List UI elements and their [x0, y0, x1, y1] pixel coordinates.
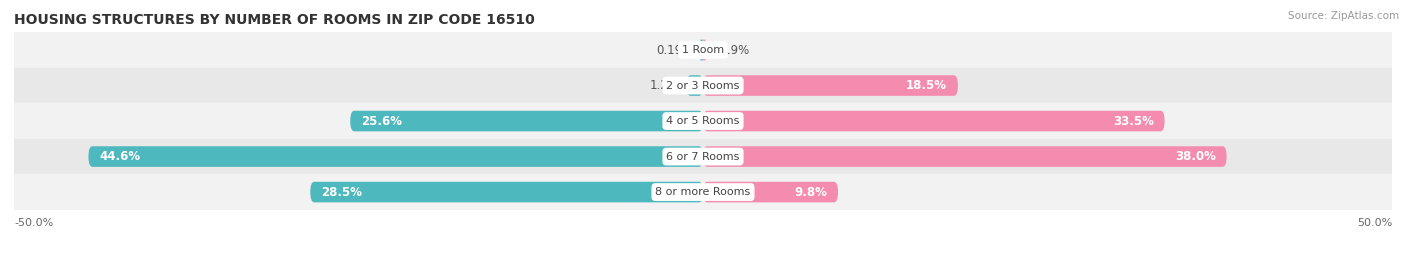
Bar — [14, 103, 1392, 139]
FancyBboxPatch shape — [703, 146, 1226, 167]
FancyBboxPatch shape — [703, 75, 957, 96]
FancyBboxPatch shape — [702, 40, 707, 60]
FancyBboxPatch shape — [311, 182, 703, 202]
Bar — [14, 139, 1392, 174]
Text: 8 or more Rooms: 8 or more Rooms — [655, 187, 751, 197]
Bar — [14, 68, 1392, 103]
Text: 4 or 5 Rooms: 4 or 5 Rooms — [666, 116, 740, 126]
FancyBboxPatch shape — [699, 40, 704, 60]
Text: Source: ZipAtlas.com: Source: ZipAtlas.com — [1288, 11, 1399, 21]
Text: 0.19%: 0.19% — [657, 44, 693, 56]
Bar — [14, 32, 1392, 68]
FancyBboxPatch shape — [686, 75, 703, 96]
Text: 6 or 7 Rooms: 6 or 7 Rooms — [666, 151, 740, 162]
Bar — [14, 174, 1392, 210]
FancyBboxPatch shape — [89, 146, 703, 167]
Text: 50.0%: 50.0% — [1357, 218, 1392, 228]
Text: 0.19%: 0.19% — [713, 44, 749, 56]
FancyBboxPatch shape — [350, 111, 703, 131]
Text: 18.5%: 18.5% — [905, 79, 946, 92]
Text: HOUSING STRUCTURES BY NUMBER OF ROOMS IN ZIP CODE 16510: HOUSING STRUCTURES BY NUMBER OF ROOMS IN… — [14, 13, 534, 27]
Text: -50.0%: -50.0% — [14, 218, 53, 228]
FancyBboxPatch shape — [703, 111, 1164, 131]
Text: 1 Room: 1 Room — [682, 45, 724, 55]
Text: 38.0%: 38.0% — [1174, 150, 1216, 163]
Text: 2 or 3 Rooms: 2 or 3 Rooms — [666, 80, 740, 91]
Text: 28.5%: 28.5% — [322, 186, 363, 199]
Text: 33.5%: 33.5% — [1112, 115, 1153, 128]
Text: 9.8%: 9.8% — [794, 186, 827, 199]
Text: 25.6%: 25.6% — [361, 115, 402, 128]
Text: 1.2%: 1.2% — [650, 79, 679, 92]
FancyBboxPatch shape — [703, 182, 838, 202]
Text: 44.6%: 44.6% — [100, 150, 141, 163]
